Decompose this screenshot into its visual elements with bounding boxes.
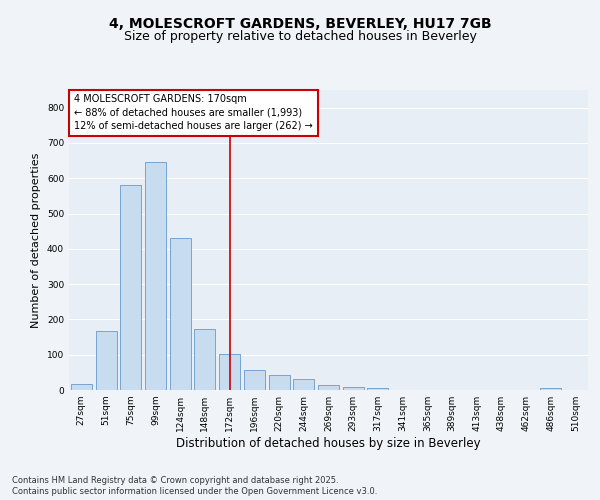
Bar bbox=[293, 378, 314, 390]
Text: 4 MOLESCROFT GARDENS: 170sqm
← 88% of detached houses are smaller (1,993)
12% of: 4 MOLESCROFT GARDENS: 170sqm ← 88% of de… bbox=[74, 94, 313, 131]
Bar bbox=[367, 388, 388, 390]
Text: Contains public sector information licensed under the Open Government Licence v3: Contains public sector information licen… bbox=[12, 488, 377, 496]
Bar bbox=[541, 388, 562, 390]
Bar bbox=[145, 162, 166, 390]
Text: 4, MOLESCROFT GARDENS, BEVERLEY, HU17 7GB: 4, MOLESCROFT GARDENS, BEVERLEY, HU17 7G… bbox=[109, 18, 491, 32]
Bar bbox=[244, 370, 265, 390]
Bar bbox=[269, 375, 290, 390]
Bar bbox=[120, 186, 141, 390]
Bar bbox=[194, 330, 215, 390]
Text: Contains HM Land Registry data © Crown copyright and database right 2025.: Contains HM Land Registry data © Crown c… bbox=[12, 476, 338, 485]
Bar bbox=[219, 354, 240, 390]
Y-axis label: Number of detached properties: Number of detached properties bbox=[31, 152, 41, 328]
Text: Size of property relative to detached houses in Beverley: Size of property relative to detached ho… bbox=[124, 30, 476, 43]
Bar bbox=[71, 384, 92, 390]
Bar bbox=[343, 387, 364, 390]
Bar bbox=[95, 330, 116, 390]
Bar bbox=[170, 238, 191, 390]
X-axis label: Distribution of detached houses by size in Beverley: Distribution of detached houses by size … bbox=[176, 437, 481, 450]
Bar bbox=[318, 386, 339, 390]
